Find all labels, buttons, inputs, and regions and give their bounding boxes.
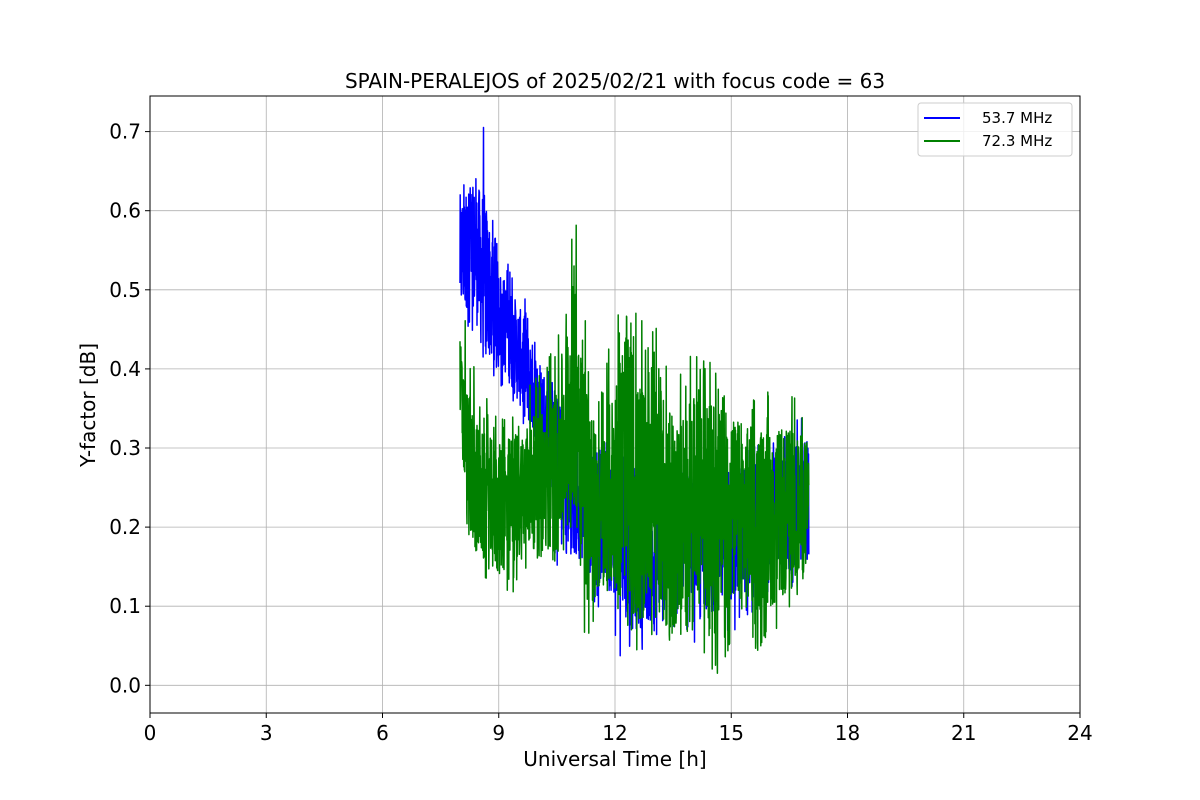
x-axis-ticks: 0 3 6 9 12 15 18 21 24 — [144, 713, 1093, 745]
legend-box — [917, 102, 1073, 157]
y-tick-label: 0.6 — [109, 199, 141, 223]
y-tick-label: 0.3 — [109, 436, 141, 460]
y-tick-label: 0.7 — [109, 120, 141, 144]
x-tick-label: 18 — [835, 721, 860, 745]
x-axis-label: Universal Time [h] — [523, 747, 706, 771]
x-tick-label: 3 — [260, 721, 273, 745]
y-axis-label: Y-factor [dB] — [76, 343, 100, 468]
y-tick-label: 0.2 — [109, 515, 141, 539]
legend-label-53-7-mhz: 53.7 MHz — [982, 109, 1052, 127]
x-tick-label: 9 — [492, 721, 505, 745]
x-tick-label: 15 — [719, 721, 744, 745]
y-tick-label: 0.5 — [109, 278, 141, 302]
x-tick-label: 6 — [376, 721, 389, 745]
y-tick-label: 0.1 — [109, 594, 141, 618]
y-tick-label: 0.0 — [109, 673, 141, 697]
x-tick-label: 0 — [144, 721, 157, 745]
y-tick-label: 0.4 — [109, 357, 141, 381]
series-line-72-3-mhz — [459, 224, 810, 674]
x-tick-label: 24 — [1067, 721, 1092, 745]
plot-area — [149, 95, 1081, 714]
x-tick-label: 21 — [951, 721, 976, 745]
chart-title: SPAIN-PERALEJOS of 2025/02/21 with focus… — [345, 69, 885, 93]
legend-label-72-3-mhz: 72.3 MHz — [982, 132, 1052, 150]
y-axis-ticks: 0.0 0.1 0.2 0.3 0.4 0.5 0.6 0.7 — [109, 120, 150, 697]
legend: 53.7 MHz 72.3 MHz — [917, 102, 1073, 157]
series-layer — [459, 126, 810, 674]
x-tick-label: 12 — [602, 721, 627, 745]
